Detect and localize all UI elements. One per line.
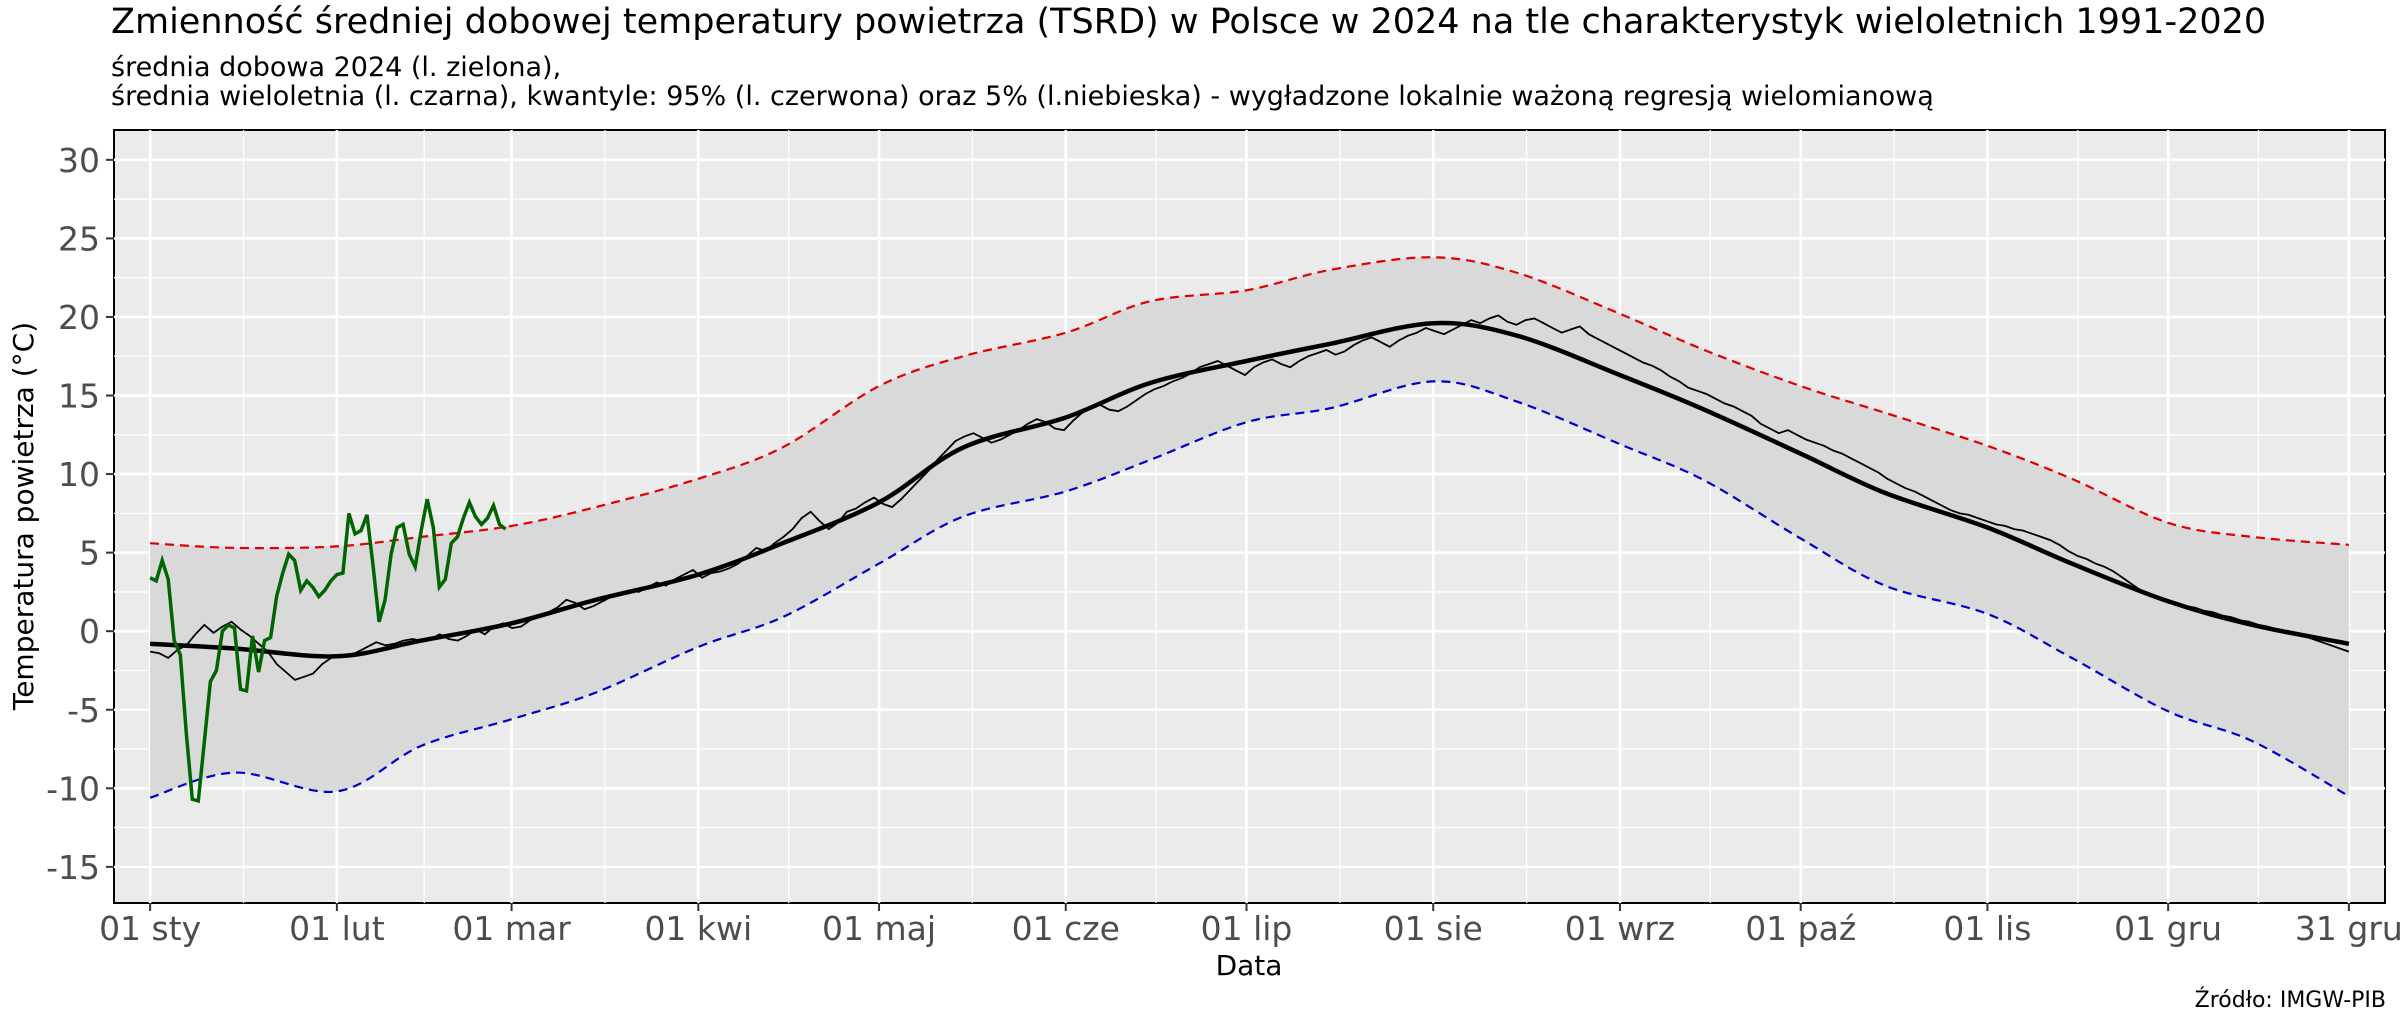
y-tick-label: -15 (46, 848, 100, 887)
series-mean-smooth-line (149, 320, 2350, 659)
x-tick-label: 01 lut (289, 909, 385, 948)
chart-subtitle-line2: średnia wieloletnia (l. czarna), kwantyl… (111, 81, 1934, 112)
x-axis-title: Data (1216, 949, 1283, 982)
x-tick-label: 01 kwi (644, 909, 752, 948)
y-axis-ticks: -15 -10 -5 0 5 10 15 20 25 30 (46, 141, 114, 887)
y-tick-label: 10 (58, 455, 100, 494)
source-note: Źródło: IMGW-PIB (2194, 988, 2386, 1013)
series-q05-line (149, 380, 2350, 799)
y-tick-label: 20 (58, 298, 100, 337)
x-tick-label: 31 gru (2295, 909, 2400, 948)
x-tick-label: 01 wrz (1565, 909, 1675, 948)
x-tick-label: 01 mar (452, 909, 571, 948)
series-q95-line (150, 256, 2349, 550)
quantile-band (150, 257, 2349, 798)
x-tick-label: 01 sty (99, 909, 201, 948)
x-tick-label: 01 paź (1745, 909, 1856, 948)
x-tick-label: 01 sie (1384, 909, 1483, 948)
x-tick-label: 01 cze (1012, 909, 1120, 948)
chart-subtitle-line1: średnia dobowa 2024 (l. zielona), (111, 52, 562, 83)
chart-title: Zmienność średniej dobowej temperatury p… (111, 2, 2267, 42)
y-tick-label: 30 (58, 141, 100, 180)
series-mean-daily-line (149, 314, 2350, 681)
y-tick-label: 5 (79, 534, 100, 573)
x-axis-ticks: 01 sty 01 lut 01 mar 01 kwi 01 maj 01 cze 01 l… (99, 903, 2400, 948)
series-2024-line (149, 497, 507, 804)
x-tick-label: 01 lis (1943, 909, 2031, 948)
y-tick-label: -5 (67, 691, 100, 730)
y-tick-label: 15 (58, 377, 100, 416)
y-axis-title: Temperatura powietrza (°C) (7, 322, 40, 711)
y-tick-label: -10 (46, 769, 100, 808)
x-tick-label: 01 gru (2114, 909, 2222, 948)
y-tick-label: 25 (58, 219, 100, 258)
x-tick-label: 01 lip (1201, 909, 1293, 948)
x-tick-label: 01 maj (822, 909, 936, 948)
y-tick-label: 0 (79, 612, 100, 651)
